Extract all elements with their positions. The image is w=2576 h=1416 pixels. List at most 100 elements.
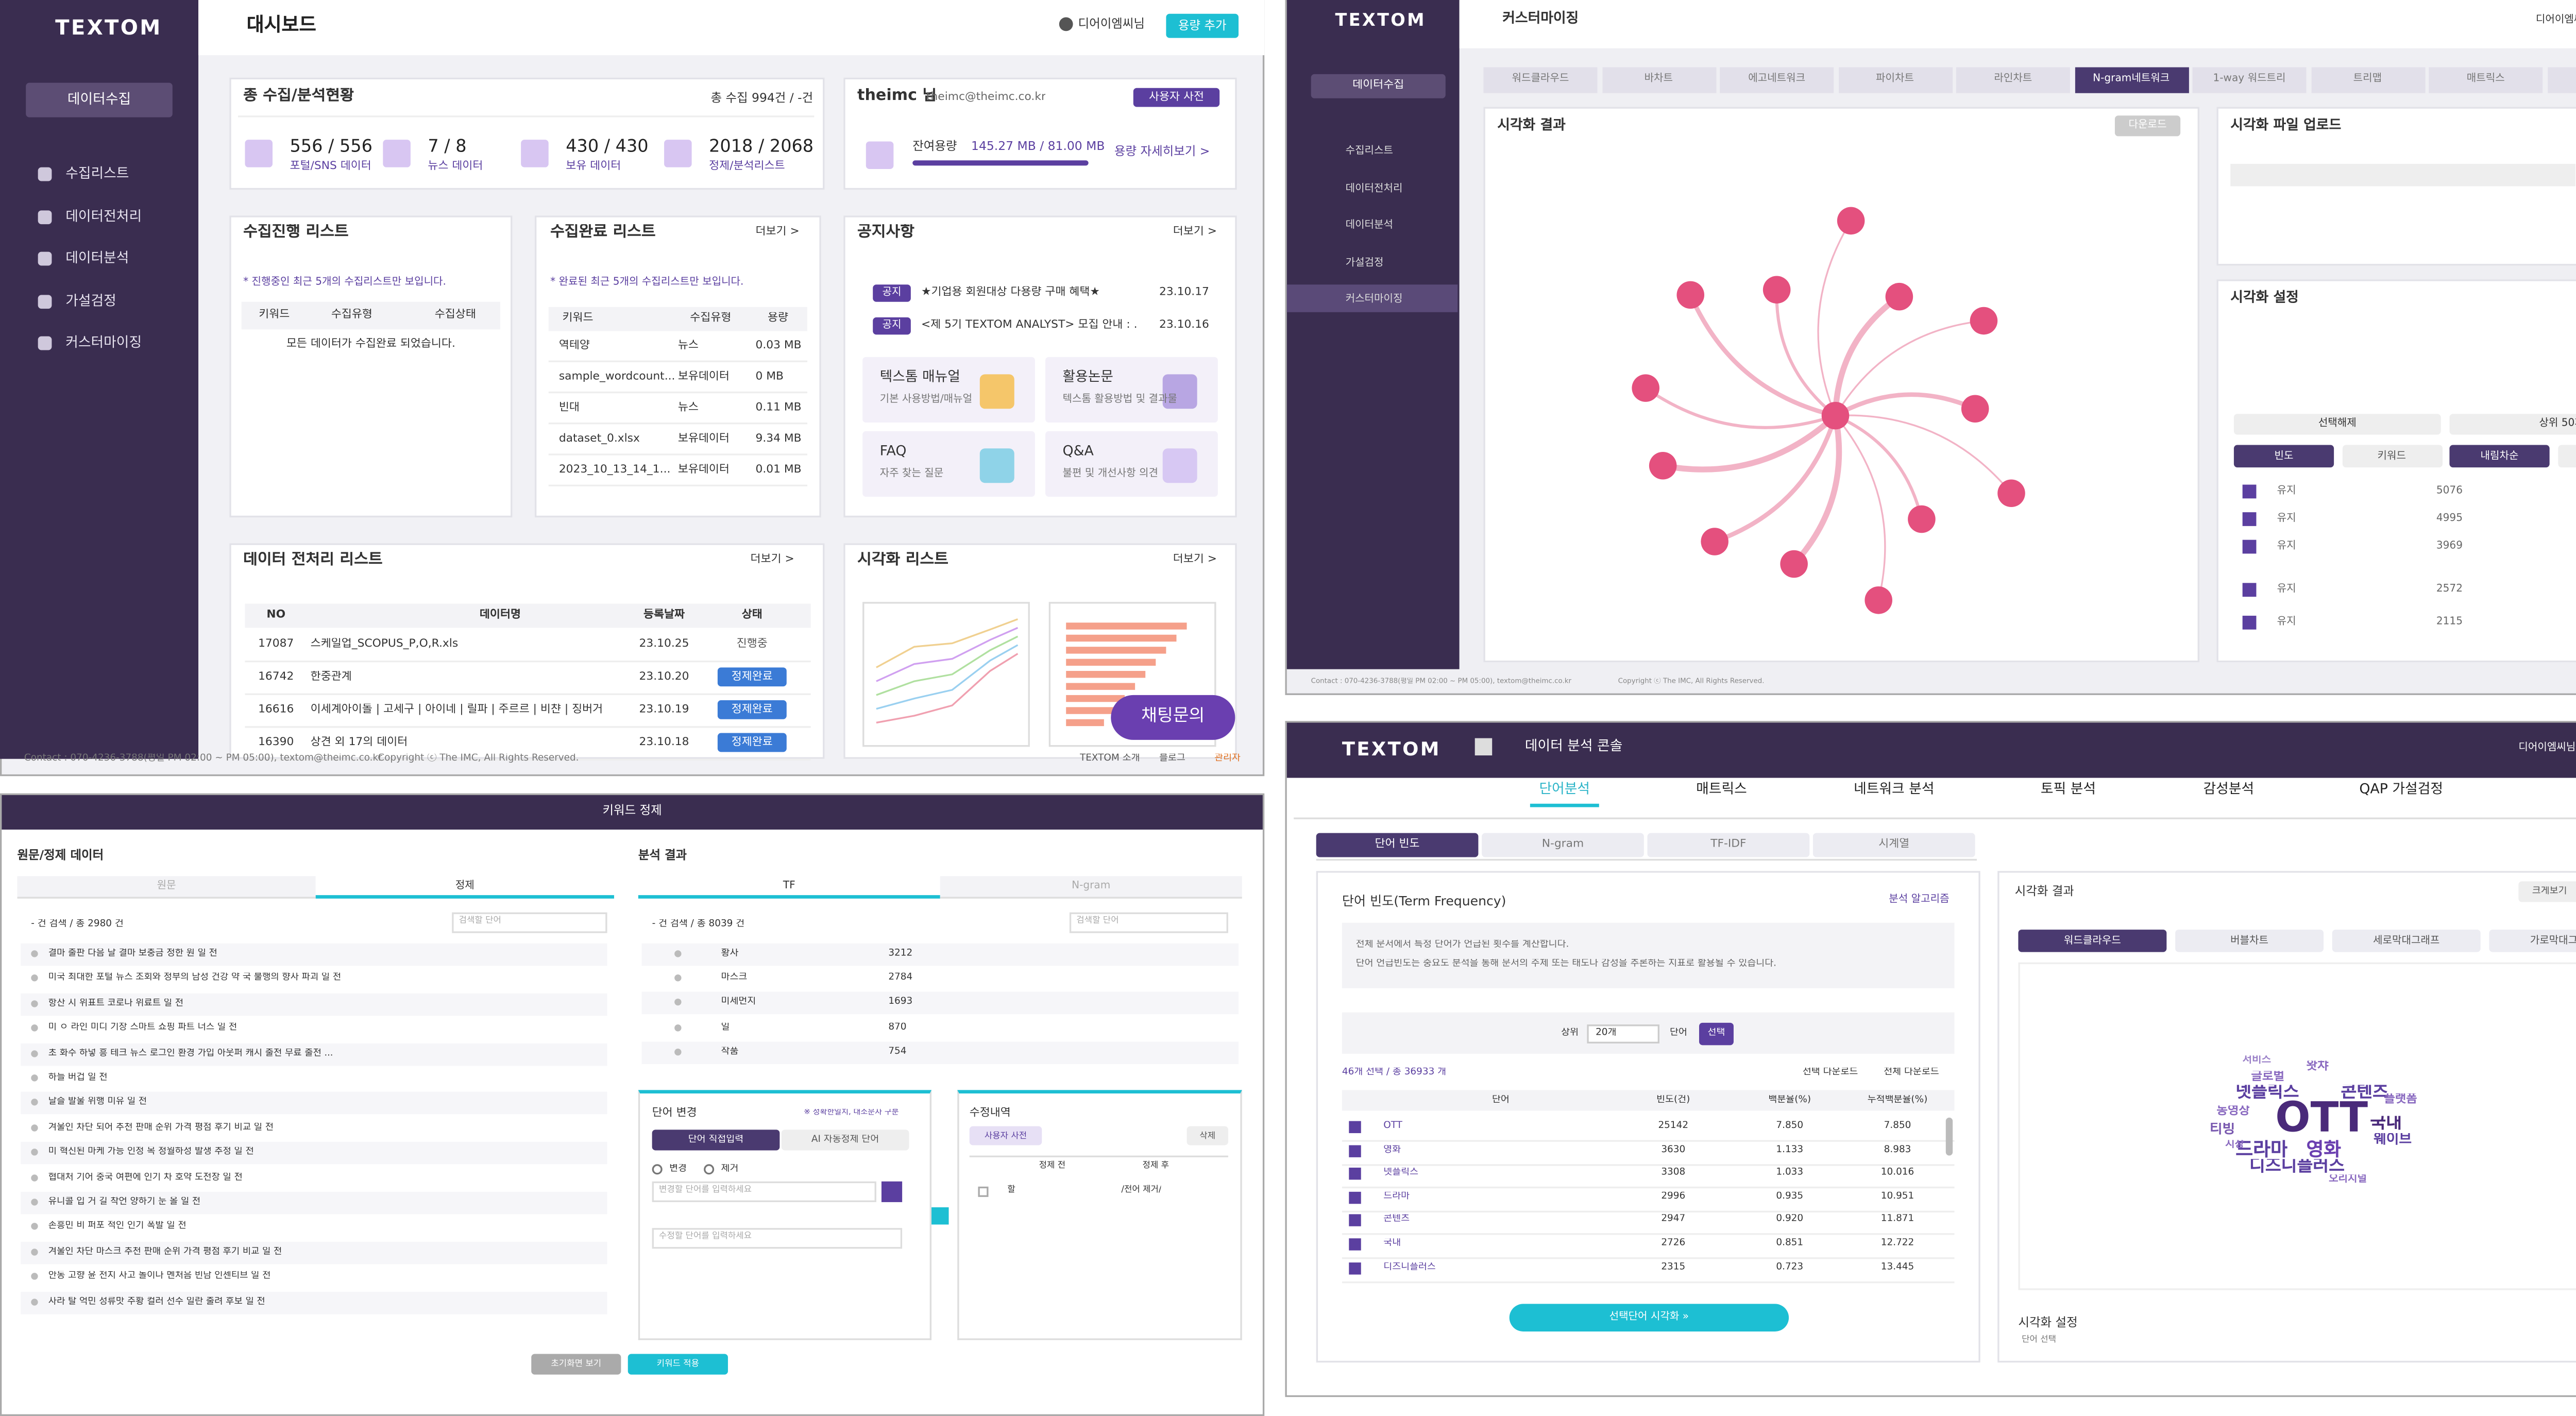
subtab-label[interactable]: TF-IDF [1710,838,1747,851]
tab-label[interactable]: 파이차트 [1876,72,1914,85]
change-tab[interactable] [781,1130,909,1151]
footer-link[interactable]: 관리자 [1214,753,1241,764]
change-tab[interactable] [652,1130,780,1151]
viz-tab[interactable] [2018,930,2167,952]
radio-label[interactable]: 제거 [721,1164,739,1175]
notice-text[interactable]: ★기업용 회원대상 다용량 구매 혜택★ [921,286,1100,299]
nav-item[interactable]: 감성분석 [2203,781,2255,797]
sort-tab[interactable] [2342,445,2442,468]
checkbox[interactable] [1349,1191,1361,1204]
checkbox[interactable] [1349,1144,1361,1157]
subtab-label[interactable]: 시계열 [1878,838,1910,851]
collect-button[interactable] [26,82,173,117]
change-tab-label[interactable]: 단어 직접입력 [688,1134,744,1145]
delete-button-label[interactable]: 삭제 [1199,1131,1216,1141]
nav-item[interactable]: 단어분석 [1539,781,1590,797]
zoom-button[interactable] [2518,881,2576,902]
viz-tab-label[interactable]: 버블차트 [2230,934,2269,947]
menu-item[interactable]: 데이터전처리 [1345,182,1403,194]
zoom-button-label[interactable]: 크게보기 [2532,886,2567,897]
tab[interactable] [2547,67,2576,93]
tab[interactable] [1601,67,1716,93]
select-button[interactable] [1699,1022,1734,1046]
tab-label[interactable]: TF [783,880,795,892]
status-button-label[interactable]: 정제완료 [731,670,773,683]
subtab[interactable] [1812,833,1975,857]
input[interactable] [652,1228,903,1249]
dictionary-button-label[interactable]: 사용자 사전 [1148,91,1204,103]
detail-link[interactable]: 용량 자세히보기 > [1114,145,1210,159]
tab[interactable] [1838,67,1952,93]
user-name[interactable]: 디어이엠씨님 [2535,13,2576,26]
apply-button-label[interactable]: 키워드 적용 [656,1359,700,1370]
cell[interactable]: 이세계아이돌 | 고세구 | 아이네 | 릴파 | 주르르 | 비챤 | 징버거 [310,703,603,716]
tile-sub[interactable]: 기본 사용방법/매뉴얼 [879,393,973,406]
dictionary-button-label[interactable]: 사용자 사전 [984,1131,1027,1141]
menu-item[interactable]: 데이터분석 [1345,219,1394,231]
tile-title[interactable]: 텍스톰 매뉴얼 [879,369,960,385]
tab-label[interactable]: 매트릭스 [2466,72,2505,85]
download-button[interactable] [2114,115,2181,137]
dictionary-button[interactable] [969,1126,1042,1145]
select-button-label[interactable]: 선택해제 [2318,418,2357,430]
menu-item[interactable]: 수집리스트 [65,165,129,181]
delete-button[interactable] [1187,1126,1228,1145]
checkbox[interactable] [1349,1215,1361,1227]
status-button[interactable] [717,700,787,719]
checkbox[interactable] [2242,540,2257,554]
chat-button[interactable] [1111,695,1235,740]
select-button-label[interactable]: 상위 50개 [2539,418,2576,430]
checkbox[interactable] [1349,1121,1361,1134]
more-link[interactable]: 더보기 > [750,553,794,566]
tab-label[interactable]: 에고네트워크 [1748,72,1806,85]
dictionary-button[interactable] [1133,88,1220,107]
collect-button-label[interactable]: 데이터수집 [67,92,131,108]
tab[interactable] [1720,67,1834,93]
subtab-label[interactable]: N-gram [1541,838,1584,851]
tab-label[interactable]: 워드클라우드 [1512,72,1569,85]
footer-link[interactable]: 블로그 [1159,753,1185,764]
checkbox[interactable] [1349,1238,1361,1251]
viz-tab-label[interactable]: 워드클라우드 [2063,934,2121,947]
sort-tab[interactable] [2449,445,2550,468]
status-button[interactable] [717,733,787,752]
cell[interactable]: 상견 외 17의 데이터 [310,736,408,749]
tab[interactable] [1956,67,2070,93]
add-capacity-label[interactable]: 용량 추가 [1178,19,1227,32]
viz-tab-label[interactable]: 가로막대그래프 [2530,934,2576,947]
nav-item[interactable]: 토픽 분석 [2040,781,2096,797]
download-link[interactable]: 선택 다운로드 [1802,1067,1858,1078]
tab[interactable] [940,876,1242,899]
subtab[interactable] [1316,833,1479,857]
tab-label[interactable]: 정제 [455,880,474,892]
menu-item[interactable]: 데이터분석 [65,250,129,266]
select[interactable] [1587,1024,1659,1043]
subtab-label[interactable]: 단어 빈도 [1375,838,1420,851]
tab[interactable] [638,876,940,899]
viz-tab[interactable] [2332,930,2481,952]
select-button[interactable] [2233,414,2441,435]
tab[interactable] [315,876,614,899]
chat-button-label[interactable]: 채팅문의 [1141,707,1205,727]
select-button[interactable] [2449,414,2576,435]
tab[interactable] [2192,67,2307,93]
subtab[interactable] [1647,833,1810,857]
cell[interactable]: 한중관계 [310,671,352,683]
checkbox[interactable] [978,1186,989,1197]
input[interactable] [652,1181,876,1202]
menu-item[interactable]: 커스터마이징 [65,334,142,350]
add-capacity[interactable] [1166,13,1239,38]
select-button-label[interactable]: 선택 [1707,1028,1725,1039]
user-name[interactable]: 디어이엠씨님 [2518,741,2576,754]
tab-label[interactable]: 원문 [157,880,176,892]
notice-tag[interactable] [873,284,911,302]
checkbox[interactable] [2242,615,2257,630]
nav-item[interactable]: 매트릭스 [1696,781,1747,797]
subtab[interactable] [1482,833,1644,857]
status-button-label[interactable]: 정제완료 [731,735,773,748]
status-button-label[interactable]: 정제완료 [731,703,773,715]
move-button[interactable] [931,1207,949,1225]
checkbox[interactable] [1349,1168,1361,1181]
tab[interactable] [17,876,316,899]
status-button[interactable] [717,667,787,687]
